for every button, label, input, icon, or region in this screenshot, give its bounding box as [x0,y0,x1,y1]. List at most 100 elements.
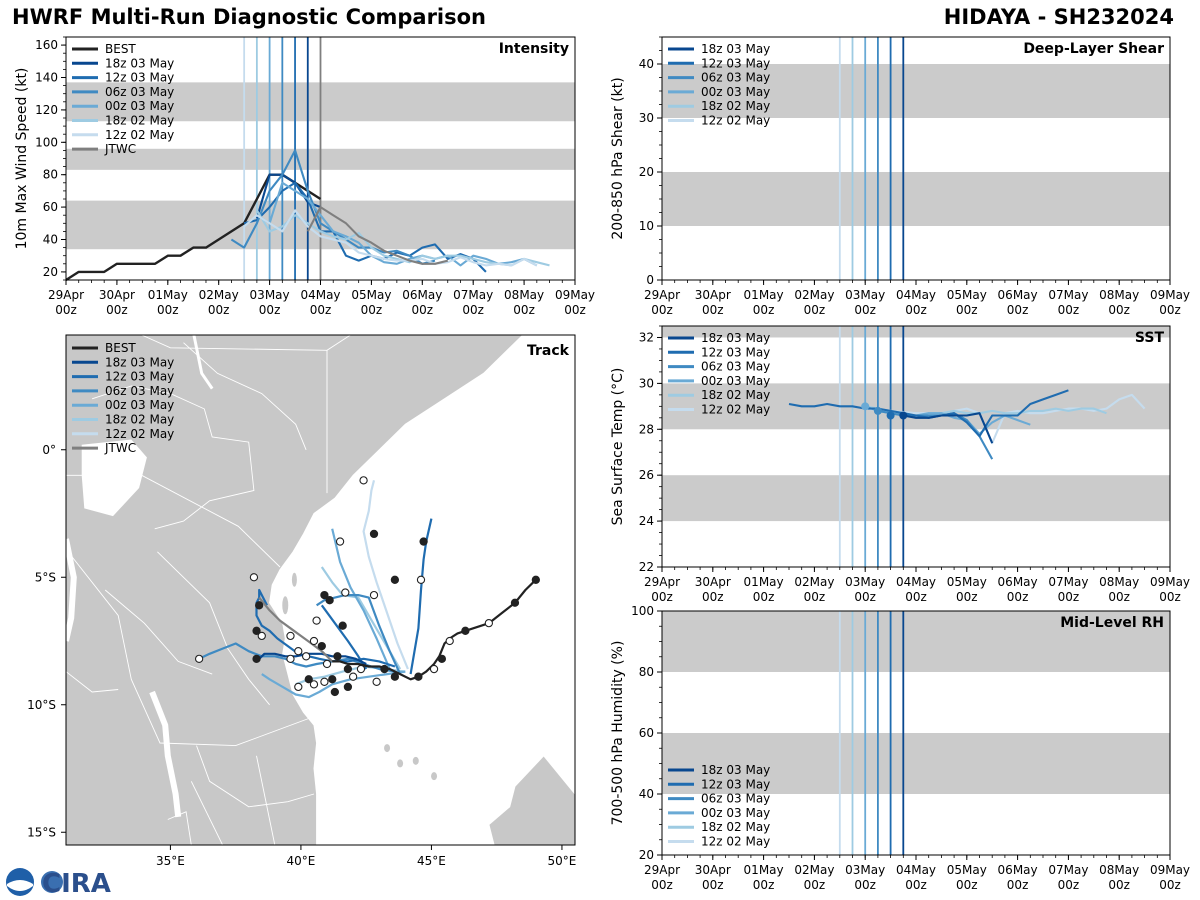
track-point-open [249,573,259,582]
x-tick-label: 02May [794,575,834,589]
y-tick-label: 30 [639,111,654,125]
legend-label-18z-02-may: 18z 02 May [701,820,770,834]
track-point-open [320,677,329,686]
x-tick-label: 30Apr [695,288,731,302]
storm-title: HIDAYA - SH232024 [943,5,1174,29]
panel-title: Intensity [499,41,569,57]
x-tick-sublabel: 00z [157,303,179,317]
y-axis-label: Sea Surface Temp (°C) [610,368,626,526]
shaded-band [662,64,1170,118]
border-line [157,551,270,706]
x-tick-label: 08May [1099,863,1139,877]
x-tick-sublabel: 00z [259,303,281,317]
panel-title: Mid-Level RH [1060,615,1164,631]
y-tick-label: 40 [639,57,654,71]
legend-label-18z-03-may: 18z 03 May [105,355,174,369]
x-tick-label: 04May [896,575,936,589]
track-line-00z-03-may-north [331,528,391,670]
x-tick-sublabel: 00z [956,303,978,317]
track-point-open [429,664,439,674]
x-tick-sublabel: 00z [1058,590,1080,604]
x-tick-label: 05May [947,575,987,589]
shaded-band [662,733,1170,794]
shaded-band [662,326,1170,338]
x-tick-sublabel: 00z [1007,590,1029,604]
lat-tick-label: 5°S [35,570,56,584]
shaded-band [662,611,1170,672]
legend-label-12z-02-may: 12z 02 May [701,835,770,849]
track-point-open [312,616,321,625]
track-line-00z-03-may [261,670,406,699]
track-point-open [416,575,426,584]
x-tick-sublabel: 00z [361,303,383,317]
border-line [66,671,119,693]
track-point-open [322,659,332,669]
track-point-open [286,631,295,641]
border-line [141,335,351,351]
lake-tanganyika [66,538,77,642]
cira-logo: CIRA [6,868,111,898]
track-point-solid [252,626,261,635]
y-tick-label: 60 [43,200,58,214]
legend-label-12z-03-may: 12z 03 May [105,71,174,85]
legend-label-12z-03-may: 12z 03 May [701,56,770,70]
track-line-jtwc [258,596,333,663]
track-lines [194,476,540,699]
x-tick-label: 05May [947,863,987,877]
x-tick-sublabel: 00z [804,878,826,892]
track-point-open [194,654,204,663]
x-tick-sublabel: 00z [651,590,673,604]
map-layer [66,335,575,845]
x-tick-sublabel: 00z [702,303,724,317]
x-tick-label: 04May [896,288,936,302]
legend-label-12z-03-may: 12z 03 May [105,370,174,384]
track-line-12z-03-may [255,588,396,668]
legend-label-12z-03-may: 12z 03 May [701,345,770,359]
x-tick-sublabel: 00z [1159,878,1181,892]
x-tick-label: 29Apr [644,575,680,589]
track-point-solid [330,687,340,697]
track-point-solid [437,654,447,663]
x-tick-label: 09May [1150,288,1190,302]
x-tick-sublabel: 00z [854,303,876,317]
x-tick-sublabel: 00z [753,878,775,892]
x-tick-sublabel: 00z [208,303,230,317]
x-tick-label: 09May [555,288,595,302]
legend-label-00z-03-may: 00z 03 May [701,806,770,820]
border-line [141,474,281,568]
legend-label-00z-03-may: 00z 03 May [701,374,770,388]
y-tick-label: 20 [639,848,654,862]
x-tick-sublabel: 00z [651,878,673,892]
comoros-island [412,756,419,765]
series-line-12z-02-may [243,209,538,267]
x-tick-label: 02May [794,288,834,302]
track-point-open [341,588,350,597]
track-point-solid [380,664,389,674]
x-tick-label: 03May [845,863,885,877]
x-tick-sublabel: 00z [1159,590,1181,604]
x-tick-label: 05May [947,288,987,302]
track-point-open [484,618,494,628]
x-tick-label: 06May [998,288,1038,302]
x-tick-label: 07May [1048,288,1088,302]
series-marker-r18z03 [899,411,908,420]
series-line-18z-03-may [903,412,994,444]
lon-tick-label: 35°E [156,854,185,868]
border-line [66,548,312,747]
y-tick-label: 20 [639,165,654,179]
zanzibar-island [282,596,289,615]
legend-label-12z-03-may: 12z 03 May [701,777,770,791]
track-point-open [335,537,345,546]
y-tick-label: 20 [43,265,58,279]
madagascar-landmass [488,755,575,845]
x-tick-label: 05May [351,288,391,302]
x-tick-sublabel: 00z [753,590,775,604]
track-point-solid [317,641,326,651]
rh-chart: 2040608010029Apr00z30Apr00z01May00z02May… [610,604,1190,892]
track-point-solid [510,598,520,607]
x-tick-label: 06May [998,863,1038,877]
x-tick-sublabel: 00z [804,590,826,604]
noaa-wave-icon [7,880,33,891]
intensity-chart: 2040608010012014016029Apr00z30Apr00z01Ma… [14,36,595,317]
x-tick-label: 03May [250,288,290,302]
